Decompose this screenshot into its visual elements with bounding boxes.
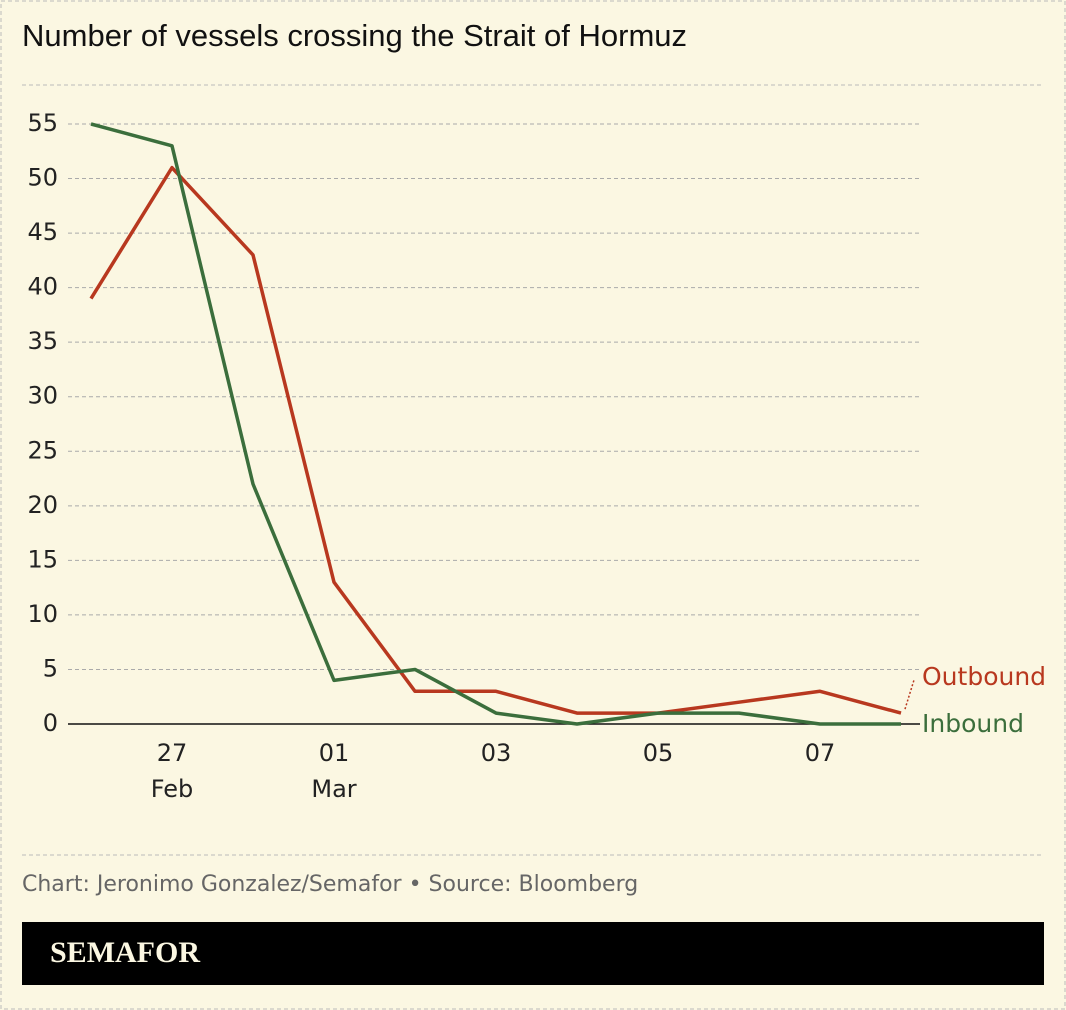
y-tick-label: 30	[27, 382, 58, 410]
x-tick-label: 07	[805, 739, 836, 767]
y-tick-label: 0	[43, 709, 58, 737]
x-tick-label: 03	[481, 739, 512, 767]
chart-title: Number of vessels crossing the Strait of…	[22, 18, 687, 53]
y-tick-label: 20	[27, 491, 58, 519]
series-line	[90, 122, 901, 726]
brand-bar	[22, 922, 1044, 985]
x-tick-sublabel: Mar	[311, 775, 356, 803]
y-tick-label: 25	[27, 436, 58, 464]
credit: Chart: Jeronimo Gonzalez/Semafor • Sourc…	[22, 872, 638, 897]
y-tick-label: 40	[27, 273, 58, 301]
legend-leader	[904, 679, 915, 710]
y-tick-label: 10	[27, 600, 58, 628]
x-tick-sublabel: Feb	[151, 775, 194, 803]
y-tick-label: 50	[27, 164, 58, 192]
legend-label: Outbound	[922, 662, 1046, 691]
y-tick-label: 45	[27, 218, 58, 246]
x-tick-label: 27	[157, 739, 188, 767]
brand: SEMAFOR	[50, 936, 200, 969]
x-tick-label: 05	[643, 739, 674, 767]
legend-label: Inbound	[922, 709, 1024, 738]
series-line	[89, 165, 902, 715]
y-tick-label: 15	[27, 545, 58, 573]
y-tick-label: 55	[27, 109, 58, 137]
y-tick-label: 5	[43, 654, 58, 682]
x-tick-label: 01	[319, 739, 350, 767]
y-tick-label: 35	[27, 327, 58, 355]
